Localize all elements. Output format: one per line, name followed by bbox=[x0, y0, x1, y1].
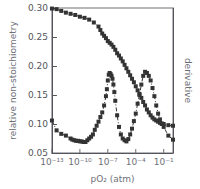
svg-text:0.25: 0.25 bbox=[28, 32, 48, 42]
svg-text:0.15: 0.15 bbox=[28, 90, 48, 100]
svg-text:10⁻¹⁰: 10⁻¹⁰ bbox=[68, 157, 92, 167]
svg-text:relative non-stoichiometry: relative non-stoichiometry bbox=[8, 20, 18, 139]
svg-text:derivative: derivative bbox=[183, 58, 193, 104]
svg-text:10⁻¹³: 10⁻¹³ bbox=[40, 157, 64, 167]
svg-text:10⁻⁴: 10⁻⁴ bbox=[126, 157, 146, 167]
svg-text:0.30: 0.30 bbox=[28, 3, 48, 13]
svg-text:10⁻⁷: 10⁻⁷ bbox=[98, 157, 118, 167]
svg-text:0.10: 0.10 bbox=[28, 119, 48, 129]
svg-text:10⁻¹: 10⁻¹ bbox=[154, 157, 174, 167]
svg-text:pO₂ (atm): pO₂ (atm) bbox=[90, 174, 134, 184]
svg-text:0.20: 0.20 bbox=[28, 61, 48, 71]
svg-text:0.05: 0.05 bbox=[28, 148, 48, 158]
